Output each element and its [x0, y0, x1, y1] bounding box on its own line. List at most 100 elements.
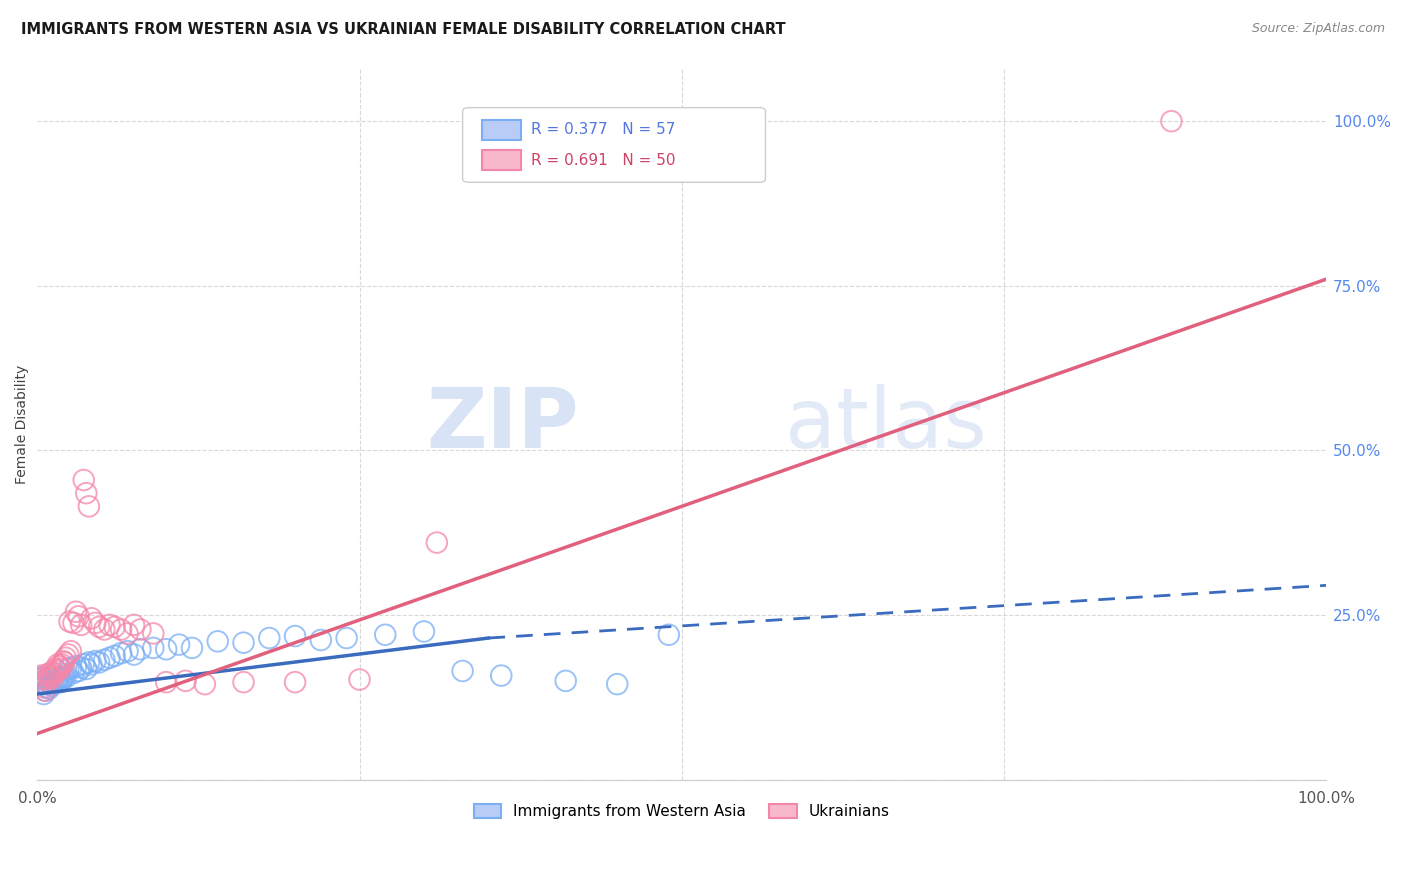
- Point: [31, 677, 53, 691]
- Point: [155, 675, 177, 690]
- Point: [42, 675, 65, 690]
- FancyBboxPatch shape: [463, 108, 765, 182]
- Point: [110, 646, 132, 660]
- Point: [62, 665, 84, 680]
- Point: [84, 654, 107, 668]
- Point: [80, 657, 103, 672]
- Point: [38, 681, 60, 696]
- Point: [181, 640, 204, 655]
- Point: [49, 675, 72, 690]
- Point: [59, 661, 82, 675]
- Point: [34, 683, 56, 698]
- Point: [129, 642, 152, 657]
- Point: [284, 675, 307, 690]
- Legend: Immigrants from Western Asia, Ukrainians: Immigrants from Western Asia, Ukrainians: [467, 798, 896, 825]
- Point: [58, 662, 80, 676]
- Point: [77, 656, 100, 670]
- Point: [336, 631, 359, 645]
- Point: [349, 673, 371, 687]
- Point: [34, 683, 56, 698]
- Point: [37, 681, 59, 695]
- Text: Source: ZipAtlas.com: Source: ZipAtlas.com: [1251, 22, 1385, 36]
- Point: [413, 624, 436, 639]
- Point: [259, 631, 281, 645]
- Text: atlas: atlas: [785, 384, 987, 465]
- Point: [104, 620, 127, 634]
- Point: [89, 656, 111, 670]
- Point: [451, 664, 474, 678]
- Point: [30, 668, 52, 682]
- Point: [1160, 114, 1182, 128]
- Point: [93, 653, 115, 667]
- Point: [46, 657, 69, 672]
- Point: [65, 659, 87, 673]
- Point: [44, 662, 66, 676]
- Point: [67, 609, 90, 624]
- Point: [41, 678, 63, 692]
- Point: [52, 654, 75, 668]
- Point: [75, 486, 97, 500]
- Point: [37, 667, 59, 681]
- Point: [46, 675, 69, 690]
- Point: [32, 687, 55, 701]
- Point: [51, 673, 73, 687]
- Point: [67, 664, 90, 678]
- Point: [104, 648, 127, 663]
- Point: [35, 673, 58, 687]
- Point: [117, 626, 139, 640]
- Point: [44, 675, 66, 690]
- Point: [51, 657, 73, 672]
- FancyBboxPatch shape: [482, 150, 520, 170]
- Point: [194, 677, 217, 691]
- Point: [48, 671, 70, 685]
- Point: [59, 644, 82, 658]
- Point: [658, 628, 681, 642]
- Point: [31, 671, 53, 685]
- Text: ZIP: ZIP: [426, 384, 579, 465]
- Point: [207, 634, 229, 648]
- Point: [58, 648, 80, 662]
- Point: [32, 681, 55, 695]
- Point: [62, 615, 84, 630]
- FancyBboxPatch shape: [482, 120, 520, 140]
- Text: IMMIGRANTS FROM WESTERN ASIA VS UKRAINIAN FEMALE DISABILITY CORRELATION CHART: IMMIGRANTS FROM WESTERN ASIA VS UKRAINIA…: [21, 22, 786, 37]
- Point: [58, 615, 80, 629]
- Point: [174, 673, 197, 688]
- Point: [374, 628, 396, 642]
- Point: [73, 473, 96, 487]
- Point: [426, 535, 449, 549]
- Point: [42, 665, 65, 680]
- Point: [49, 662, 72, 676]
- Point: [142, 626, 165, 640]
- Point: [84, 615, 107, 630]
- Point: [28, 673, 51, 687]
- Point: [89, 620, 111, 634]
- Point: [41, 668, 63, 682]
- Point: [232, 635, 254, 649]
- Point: [52, 671, 75, 685]
- Point: [45, 673, 67, 687]
- Point: [70, 618, 93, 632]
- Point: [117, 644, 139, 658]
- Point: [38, 671, 60, 685]
- Point: [48, 659, 70, 673]
- Point: [39, 665, 62, 680]
- Point: [309, 633, 332, 648]
- Y-axis label: Female Disability: Female Disability: [15, 365, 30, 483]
- Point: [77, 500, 100, 514]
- Point: [142, 640, 165, 655]
- Point: [70, 661, 93, 675]
- Point: [93, 623, 115, 637]
- Point: [55, 671, 77, 685]
- Point: [98, 618, 121, 632]
- Point: [606, 677, 628, 691]
- Point: [53, 668, 76, 682]
- Point: [98, 650, 121, 665]
- Point: [167, 638, 190, 652]
- Point: [129, 623, 152, 637]
- Point: [53, 656, 76, 670]
- Point: [80, 611, 103, 625]
- Point: [75, 662, 97, 676]
- Point: [45, 664, 67, 678]
- Point: [554, 673, 576, 688]
